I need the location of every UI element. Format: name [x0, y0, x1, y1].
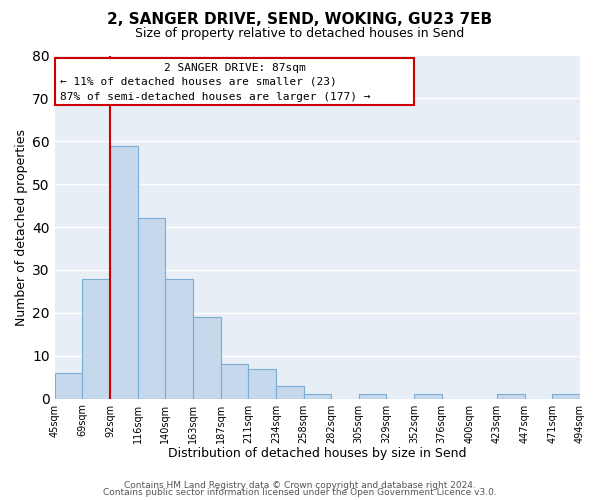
- Bar: [110, 146, 137, 398]
- Bar: [82, 278, 110, 398]
- Text: 2 SANGER DRIVE: 87sqm: 2 SANGER DRIVE: 87sqm: [164, 63, 305, 73]
- Bar: [193, 317, 221, 398]
- Text: Contains public sector information licensed under the Open Government Licence v3: Contains public sector information licen…: [103, 488, 497, 497]
- Bar: [248, 368, 276, 398]
- FancyBboxPatch shape: [55, 58, 414, 105]
- Text: Contains HM Land Registry data © Crown copyright and database right 2024.: Contains HM Land Registry data © Crown c…: [124, 480, 476, 490]
- Bar: [165, 278, 193, 398]
- Text: 87% of semi-detached houses are larger (177) →: 87% of semi-detached houses are larger (…: [60, 92, 371, 102]
- Bar: [276, 386, 304, 398]
- Y-axis label: Number of detached properties: Number of detached properties: [15, 128, 28, 326]
- X-axis label: Distribution of detached houses by size in Send: Distribution of detached houses by size …: [168, 447, 467, 460]
- Text: ← 11% of detached houses are smaller (23): ← 11% of detached houses are smaller (23…: [60, 77, 337, 87]
- Bar: [414, 394, 442, 398]
- Bar: [359, 394, 386, 398]
- Text: Size of property relative to detached houses in Send: Size of property relative to detached ho…: [136, 28, 464, 40]
- Bar: [553, 394, 580, 398]
- Bar: [55, 373, 82, 398]
- Bar: [221, 364, 248, 398]
- Bar: [497, 394, 525, 398]
- Text: 2, SANGER DRIVE, SEND, WOKING, GU23 7EB: 2, SANGER DRIVE, SEND, WOKING, GU23 7EB: [107, 12, 493, 28]
- Bar: [304, 394, 331, 398]
- Bar: [137, 218, 165, 398]
